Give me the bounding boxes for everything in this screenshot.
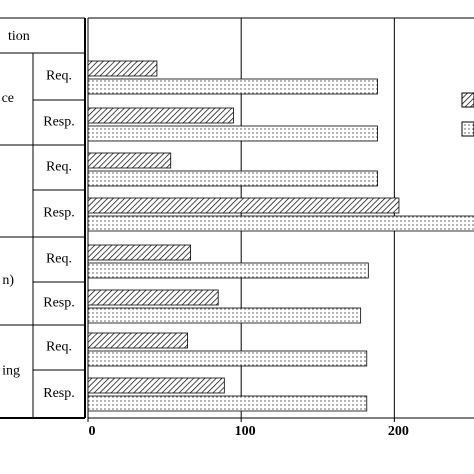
bar (87, 289, 219, 306)
x-tick-label: 100 (235, 424, 256, 439)
table-header: tion (8, 29, 30, 44)
row-label: Resp. (43, 386, 75, 401)
bar (87, 215, 474, 232)
bar (87, 60, 158, 77)
bar (87, 262, 369, 279)
bar (87, 125, 378, 142)
x-tick-label: 200 (388, 424, 409, 439)
bar (87, 350, 368, 367)
row-label: Req. (46, 160, 72, 175)
group-label: ce (2, 91, 14, 106)
bar (87, 107, 234, 124)
bar (87, 78, 378, 95)
bar (87, 395, 368, 412)
row-label: Req. (46, 340, 72, 355)
row-label: Resp. (43, 206, 75, 221)
legend-swatch (461, 92, 474, 108)
row-label: Resp. (43, 296, 75, 311)
bar (87, 377, 225, 394)
bar (87, 244, 192, 261)
row-label: Req. (46, 69, 72, 84)
x-tick-label: 0 (89, 424, 96, 439)
bar (87, 307, 362, 324)
bar (87, 170, 378, 187)
legend-swatch (461, 121, 474, 137)
bar (87, 152, 172, 169)
bar (87, 197, 400, 214)
group-label: n) (2, 273, 14, 288)
group-label: ing (2, 364, 20, 379)
bar (87, 332, 188, 349)
row-label: Req. (46, 252, 72, 267)
row-label: Resp. (43, 115, 75, 130)
